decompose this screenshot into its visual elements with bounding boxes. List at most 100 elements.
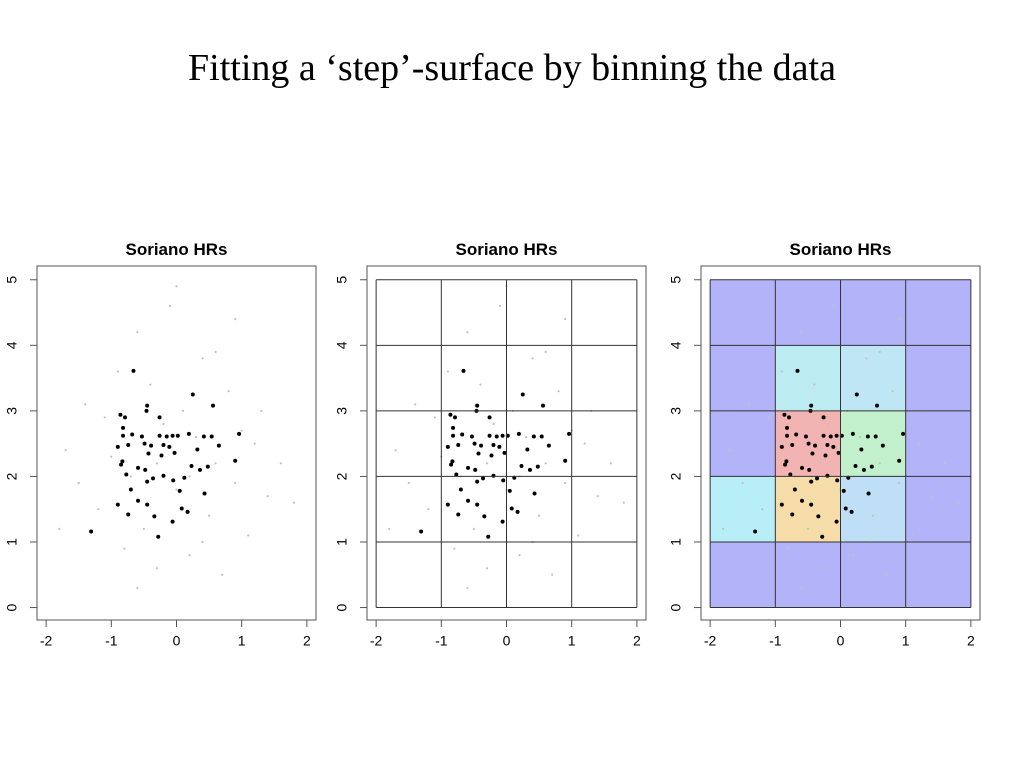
point xyxy=(531,434,536,439)
point xyxy=(871,514,875,517)
point xyxy=(179,506,184,511)
y-tick-label: 4 xyxy=(668,341,684,349)
point xyxy=(130,432,135,437)
point xyxy=(128,487,133,492)
point xyxy=(500,519,505,524)
bin-cell xyxy=(840,279,906,346)
point xyxy=(767,416,770,419)
y-tick-label: 4 xyxy=(4,341,20,349)
x-tick-label: 0 xyxy=(503,633,511,649)
bin-cell xyxy=(775,541,841,608)
point xyxy=(188,475,191,478)
point xyxy=(748,403,751,406)
point xyxy=(849,509,854,514)
point xyxy=(201,357,204,360)
point xyxy=(145,502,150,507)
point xyxy=(454,472,459,477)
bin-cell xyxy=(840,345,906,411)
point xyxy=(836,450,841,455)
point xyxy=(788,472,793,477)
point xyxy=(427,508,430,511)
point xyxy=(787,415,792,420)
point xyxy=(880,443,885,448)
point xyxy=(97,508,100,511)
point xyxy=(531,357,534,360)
point xyxy=(170,519,175,524)
point xyxy=(233,458,238,463)
point xyxy=(189,463,194,468)
point xyxy=(234,318,237,321)
point xyxy=(279,462,282,465)
point xyxy=(527,467,532,472)
point xyxy=(858,436,862,439)
point xyxy=(943,462,946,465)
point xyxy=(121,433,126,438)
point xyxy=(567,431,572,436)
point xyxy=(859,447,864,452)
point xyxy=(159,453,164,458)
y-tick-label: 2 xyxy=(668,472,684,480)
point xyxy=(834,433,839,438)
point xyxy=(181,409,185,412)
point xyxy=(201,540,204,544)
y-tick-label: 1 xyxy=(668,538,684,546)
y-tick-label: 0 xyxy=(4,603,20,611)
point xyxy=(541,403,546,408)
point xyxy=(491,473,496,478)
point xyxy=(451,433,456,438)
point xyxy=(469,434,474,439)
point xyxy=(885,573,888,576)
point xyxy=(145,479,150,484)
point xyxy=(481,476,486,481)
point xyxy=(388,527,391,530)
point xyxy=(785,425,790,430)
point xyxy=(866,491,871,496)
point xyxy=(869,464,874,469)
point xyxy=(832,304,836,308)
point xyxy=(155,462,159,465)
point xyxy=(806,441,811,446)
point xyxy=(823,453,828,458)
point xyxy=(84,403,87,406)
point xyxy=(168,304,172,308)
y-tick-label: 5 xyxy=(668,276,684,284)
bin-cell xyxy=(775,476,841,542)
point xyxy=(446,370,449,373)
point xyxy=(214,350,217,353)
point xyxy=(445,444,450,449)
point xyxy=(911,534,914,537)
point xyxy=(852,554,855,557)
point xyxy=(516,431,521,436)
point xyxy=(449,462,454,467)
point xyxy=(761,508,764,511)
point xyxy=(121,425,126,430)
point xyxy=(472,527,476,530)
panel-title: Soriano HRs xyxy=(125,240,227,259)
point xyxy=(835,478,840,483)
point xyxy=(466,498,471,503)
point xyxy=(485,462,489,465)
point xyxy=(501,478,506,483)
y-tick-label: 3 xyxy=(668,407,684,415)
y-tick-label: 4 xyxy=(334,341,350,349)
point xyxy=(453,547,456,550)
panel: Soriano HRs -2 -1 0 1 2 0 1 2 3 4 5 xyxy=(668,240,981,649)
x-tick-label: -1 xyxy=(435,633,448,649)
point xyxy=(790,512,795,517)
point xyxy=(500,433,505,438)
bin-cell xyxy=(905,345,971,411)
point xyxy=(450,459,455,464)
point xyxy=(809,403,814,408)
point xyxy=(722,527,725,530)
point xyxy=(209,434,214,439)
point xyxy=(865,357,868,360)
point xyxy=(227,390,230,393)
point xyxy=(58,527,61,530)
y-tick-label: 3 xyxy=(334,407,350,415)
point xyxy=(445,502,450,507)
point xyxy=(473,467,478,472)
point xyxy=(728,449,731,452)
point xyxy=(145,403,150,408)
point xyxy=(172,450,177,455)
y-tick-label: 2 xyxy=(334,472,350,480)
